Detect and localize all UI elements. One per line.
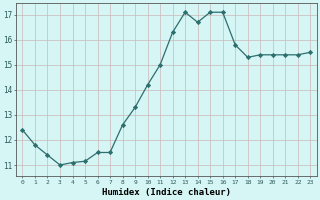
X-axis label: Humidex (Indice chaleur): Humidex (Indice chaleur): [102, 188, 231, 197]
